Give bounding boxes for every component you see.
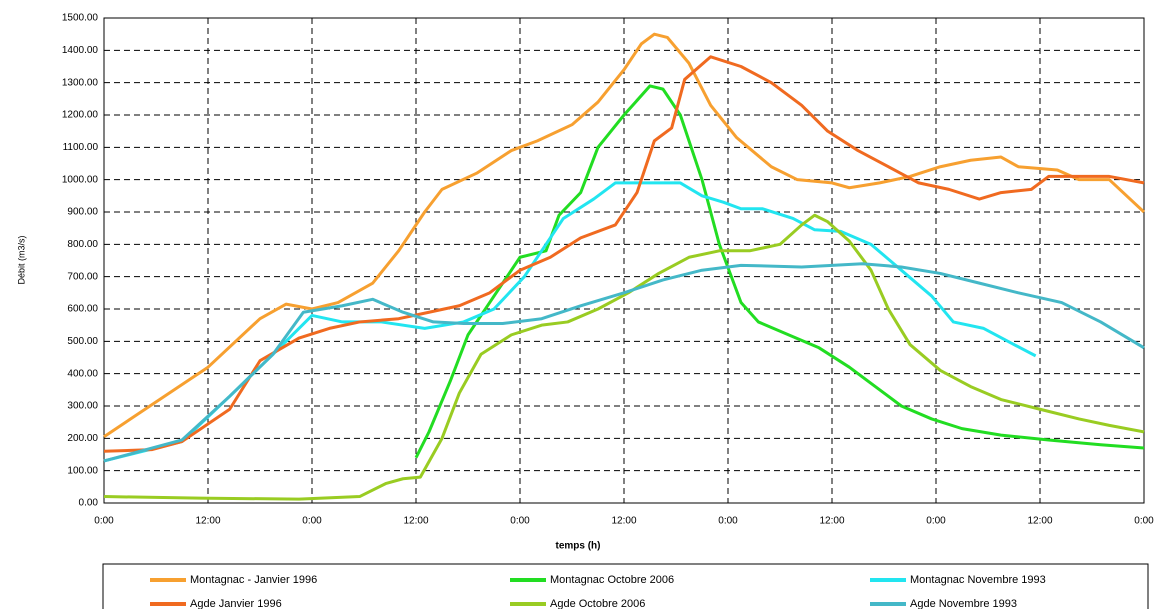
plot-border bbox=[103, 17, 1145, 504]
y-tick-label: 600.00 bbox=[67, 304, 98, 315]
y-tick-label: 1500.00 bbox=[62, 13, 99, 24]
series-line bbox=[414, 84, 1145, 459]
y-tick-label: 0.00 bbox=[79, 498, 99, 509]
x-tick-label: 12:00 bbox=[195, 516, 220, 527]
x-tick-label: 0:00 bbox=[926, 516, 946, 527]
legend-label: Agde Janvier 1996 bbox=[190, 598, 282, 609]
x-tick-label: 12:00 bbox=[403, 516, 428, 527]
y-tick-label: 100.00 bbox=[67, 465, 98, 476]
y-tick-label: 700.00 bbox=[67, 271, 98, 282]
y-tick-label: 800.00 bbox=[67, 239, 98, 250]
y-tick-label: 400.00 bbox=[67, 368, 98, 379]
series-line bbox=[103, 262, 1145, 463]
y-tick-label: 200.00 bbox=[67, 433, 98, 444]
y-tick-label: 1100.00 bbox=[63, 142, 99, 153]
series-line bbox=[103, 55, 1145, 453]
x-tick-label: 0:00 bbox=[302, 516, 322, 527]
y-axis-label: Débit (m3/s) bbox=[16, 235, 26, 284]
legend-label: Montagnac Octobre 2006 bbox=[550, 574, 674, 586]
legend-label: Agde Octobre 2006 bbox=[550, 598, 645, 609]
x-tick-label: 0:00 bbox=[718, 516, 738, 527]
y-tick-label: 1200.00 bbox=[62, 110, 99, 121]
x-tick-label: 0:00 bbox=[94, 516, 114, 527]
x-tick-label: 12:00 bbox=[611, 516, 636, 527]
legend-label: Agde Novembre 1993 bbox=[910, 598, 1017, 609]
legend-label: Montagnac Novembre 1993 bbox=[910, 574, 1046, 586]
series-line bbox=[103, 213, 1145, 501]
x-axis-label: temps (h) bbox=[556, 541, 601, 552]
legend-box bbox=[102, 563, 1149, 609]
y-tick-label: 300.00 bbox=[67, 401, 98, 412]
y-tick-label: 1400.00 bbox=[62, 45, 99, 56]
x-tick-label: 12:00 bbox=[1027, 516, 1052, 527]
x-tick-label: 0:00 bbox=[510, 516, 530, 527]
series-line bbox=[103, 32, 1146, 438]
legend-label: Montagnac - Janvier 1996 bbox=[190, 574, 317, 586]
y-tick-label: 1000.00 bbox=[62, 174, 99, 185]
x-tick-label: 0:00 bbox=[1134, 516, 1154, 527]
y-tick-label: 900.00 bbox=[67, 207, 98, 218]
x-tick-label: 12:00 bbox=[819, 516, 844, 527]
y-tick-label: 500.00 bbox=[67, 336, 98, 347]
y-tick-label: 1300.00 bbox=[62, 77, 99, 88]
series-line bbox=[103, 181, 1037, 463]
